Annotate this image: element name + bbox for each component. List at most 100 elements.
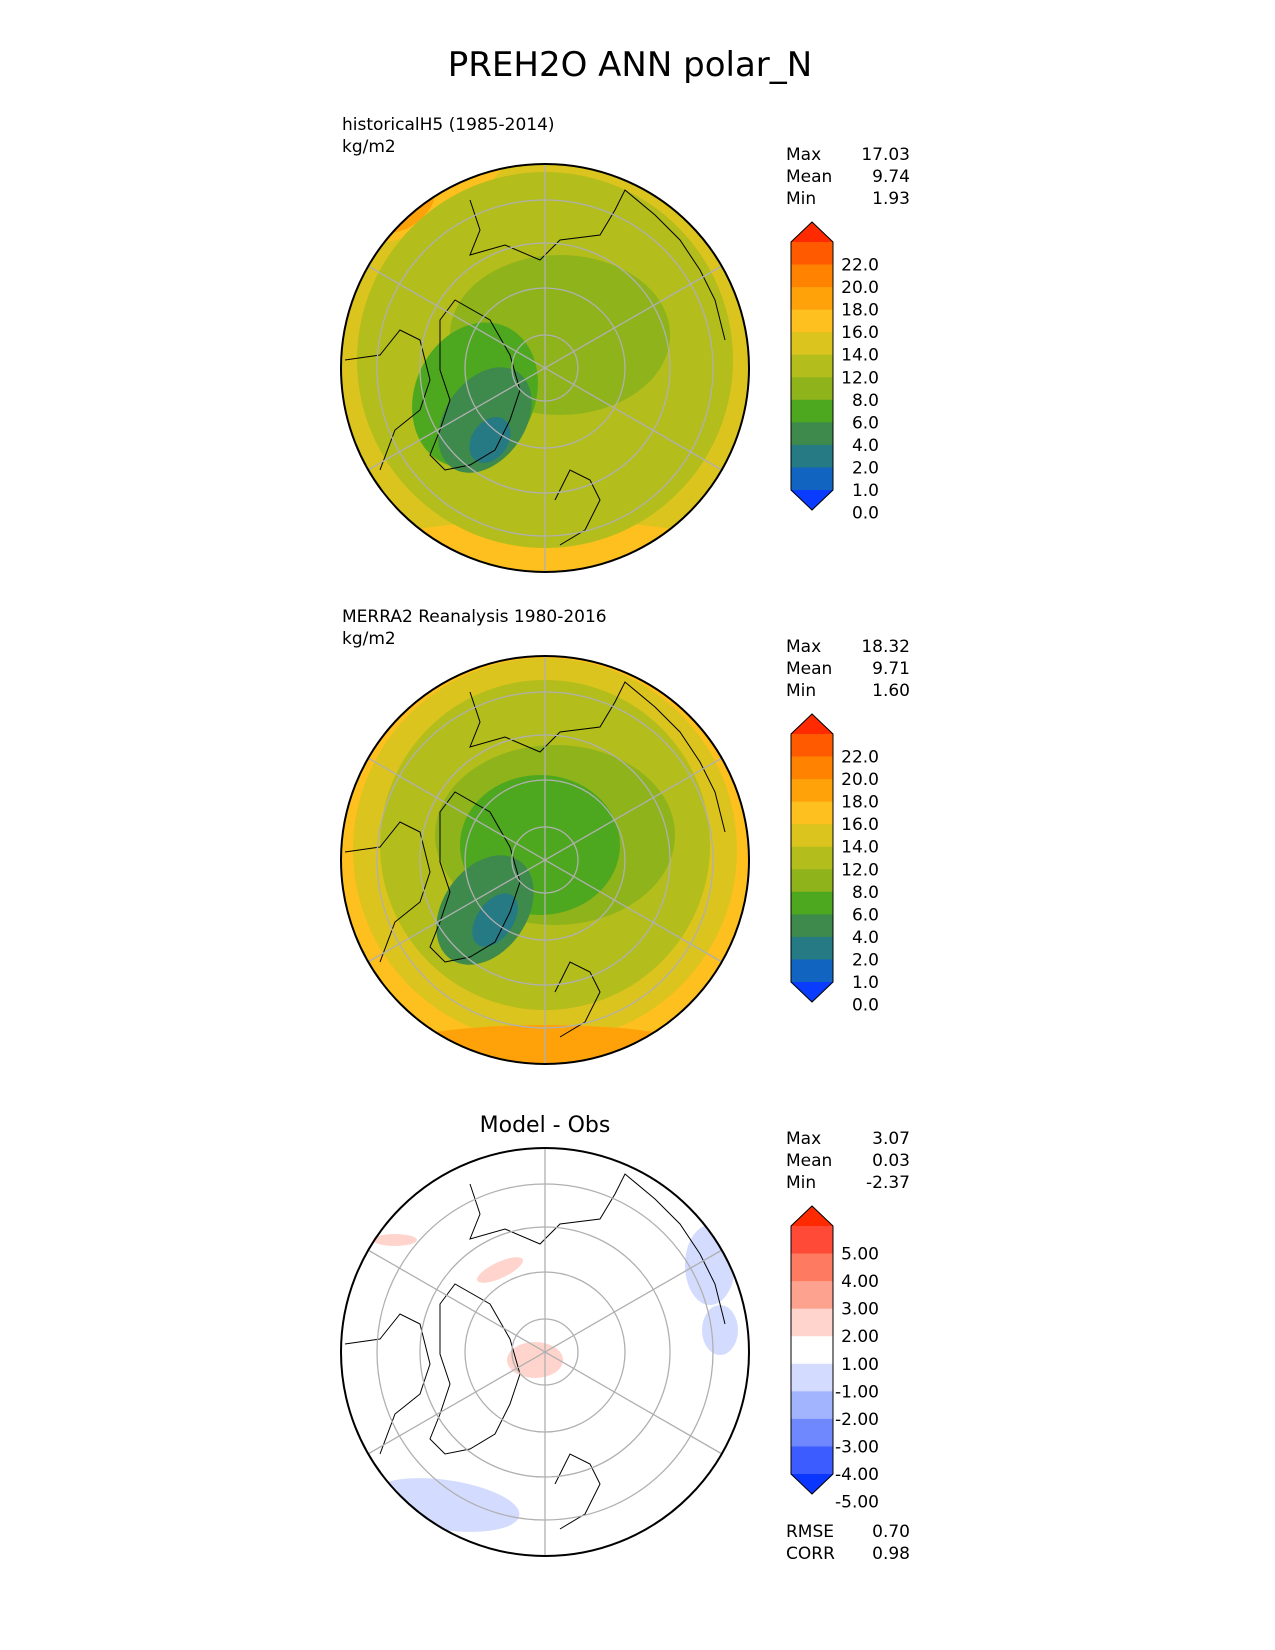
stat-value: 1.93 bbox=[872, 189, 910, 209]
colorbar-tick-label: 16.0 bbox=[841, 815, 879, 835]
colorbar-tick-label: 8.0 bbox=[852, 391, 879, 411]
colorbar-extend-min bbox=[791, 490, 833, 510]
coastline-north-america bbox=[344, 329, 431, 471]
colorbar-tick-label: -1.00 bbox=[835, 1382, 879, 1402]
colorbar-swatch bbox=[791, 377, 833, 401]
colorbar-model: 22.020.0 18.016.0 14.012.0 8.06.0 4.02.0 1.0 0… bbox=[790, 221, 879, 524]
stats-diff: Max 3.07 Mean 0.03 Min -2.37 bbox=[786, 1129, 910, 1193]
colorbar-swatch bbox=[791, 1281, 833, 1310]
colorbar-outline bbox=[790, 713, 834, 1003]
panel-obs: MERRA2 Reanalysis 1980-2016 kg/m2 bbox=[340, 607, 910, 1065]
footer-stats: RMSE 0.70 CORR 0.98 bbox=[786, 1522, 910, 1564]
field-band-greenland-c bbox=[469, 417, 511, 463]
colorbar-tick-label: 2.0 bbox=[852, 950, 879, 970]
colorbar-swatch bbox=[791, 959, 833, 983]
colorbar-swatch bbox=[791, 801, 833, 825]
colorbar-tick-label: 6.0 bbox=[852, 905, 879, 925]
stat-value: 0.70 bbox=[872, 1522, 910, 1542]
graticule bbox=[367, 1148, 723, 1556]
colorbar-swatch bbox=[791, 444, 833, 468]
colorbar-tick-label: 14.0 bbox=[841, 838, 879, 858]
colorbar-tick-label: 0.0 bbox=[852, 504, 879, 524]
panel-model-units: kg/m2 bbox=[342, 137, 396, 157]
colorbar-tick-label: 8.0 bbox=[852, 883, 879, 903]
colorbar-extend-min bbox=[791, 982, 833, 1002]
stat-label: Min bbox=[786, 189, 816, 209]
colorbar-tick-label: 22.0 bbox=[841, 748, 879, 768]
colorbar-swatch bbox=[791, 869, 833, 893]
figure-title: PREH2O ANN polar_N bbox=[448, 45, 812, 85]
map-rim bbox=[340, 163, 750, 573]
colorbar-obs: 22.020.0 18.016.0 14.012.0 8.06.0 4.02.0 1.0 0… bbox=[790, 713, 879, 1016]
colorbar-swatch bbox=[791, 309, 833, 333]
colorbar-swatch bbox=[791, 779, 833, 803]
colorbar-extend-max bbox=[791, 222, 833, 242]
colorbar-tick-label: -4.00 bbox=[835, 1465, 879, 1485]
panel-obs-map bbox=[341, 656, 749, 1064]
colorbar-tick-label: 2.0 bbox=[852, 458, 879, 478]
stat-label: Max bbox=[786, 637, 821, 657]
colorbar-swatch bbox=[791, 891, 833, 915]
field-band-greenland-c bbox=[472, 893, 518, 947]
coastline-north-america bbox=[344, 821, 431, 963]
colorbar-tick-label: 5.00 bbox=[841, 1245, 879, 1265]
coastline-eurasia bbox=[469, 1173, 726, 1325]
colorbar-tick-label: 20.0 bbox=[841, 770, 879, 790]
stats-model: Max 17.03 Mean 9.74 Min 1.93 bbox=[786, 145, 910, 209]
colorbar-outline bbox=[790, 1205, 834, 1495]
colorbar-tick-label: 0.0 bbox=[852, 996, 879, 1016]
colorbar-swatch bbox=[791, 936, 833, 960]
stat-value: 0.98 bbox=[872, 1544, 910, 1564]
colorbar-swatch bbox=[791, 1418, 833, 1447]
colorbar-swatch bbox=[791, 1363, 833, 1392]
colorbar-extend-max bbox=[791, 714, 833, 734]
colorbar-swatch bbox=[791, 756, 833, 780]
map-rim bbox=[340, 1147, 750, 1557]
coastline-greenland bbox=[429, 299, 521, 471]
colorbar-tick-label: 18.0 bbox=[841, 793, 879, 813]
colorbar-swatch bbox=[791, 399, 833, 423]
colorbar-swatch bbox=[791, 354, 833, 378]
colorbar-swatch bbox=[791, 1446, 833, 1475]
colorbar-swatch bbox=[791, 264, 833, 288]
colorbar-tick-label: 2.00 bbox=[841, 1327, 879, 1347]
coastline-greenland bbox=[429, 791, 521, 963]
colorbar-tick-label: 22.0 bbox=[841, 256, 879, 276]
panel-model-title: historicalH5 (1985-2014) bbox=[342, 115, 555, 135]
stat-value: 3.07 bbox=[872, 1129, 910, 1149]
stat-label: RMSE bbox=[786, 1522, 834, 1542]
coastline-greenland bbox=[429, 1283, 521, 1455]
coastline-north-america bbox=[344, 1313, 431, 1455]
colorbar-swatch bbox=[791, 287, 833, 311]
colorbar-tick-label: 12.0 bbox=[841, 368, 879, 388]
stat-value: 18.32 bbox=[861, 637, 910, 657]
colorbar-tick-label: 14.0 bbox=[841, 346, 879, 366]
graticule bbox=[367, 164, 723, 572]
stat-label: Min bbox=[786, 1173, 816, 1193]
colorbar-swatch bbox=[791, 242, 833, 266]
panel-model: historicalH5 (1985-2014) kg/m2 bbox=[340, 115, 910, 573]
colorbar-swatch bbox=[791, 1308, 833, 1337]
colorbar-outline bbox=[790, 221, 834, 511]
coastline-eurasia bbox=[469, 681, 726, 833]
stat-value: 9.71 bbox=[872, 659, 910, 679]
panel-diff-map bbox=[341, 1148, 749, 1556]
coastline-eurasia bbox=[469, 189, 726, 341]
stat-label: Max bbox=[786, 145, 821, 165]
colorbar-swatch bbox=[791, 914, 833, 938]
stat-label: CORR bbox=[786, 1544, 835, 1564]
colorbar-swatch bbox=[791, 734, 833, 758]
colorbar-tick-label: 6.0 bbox=[852, 413, 879, 433]
colorbar-extend-min bbox=[791, 1474, 833, 1494]
colorbar-extend-max bbox=[791, 1206, 833, 1226]
colorbar-tick-label: -3.00 bbox=[835, 1437, 879, 1457]
stat-label: Mean bbox=[786, 167, 832, 187]
colorbar-tick-label: -2.00 bbox=[835, 1410, 879, 1430]
colorbar-tick-label: 12.0 bbox=[841, 860, 879, 880]
panel-model-map bbox=[341, 164, 749, 572]
colorbar-tick-label: 1.0 bbox=[852, 481, 879, 501]
colorbar-swatch bbox=[791, 1226, 833, 1255]
panel-diff: Model - Obs Max bbox=[340, 1113, 910, 1564]
colorbar-tick-label: 4.0 bbox=[852, 436, 879, 456]
